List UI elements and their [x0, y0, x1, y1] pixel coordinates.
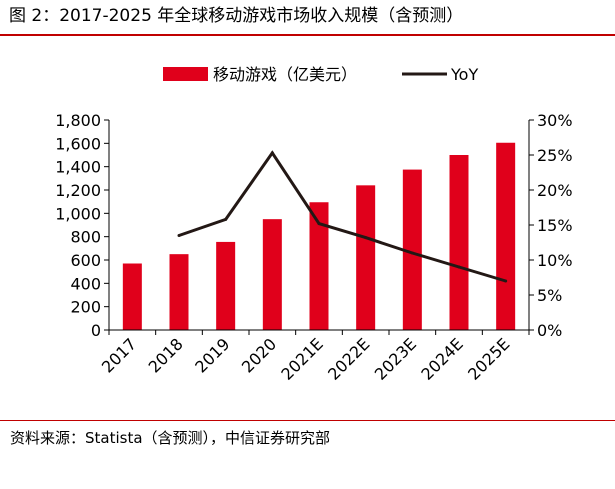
yoy-point [457, 265, 461, 269]
yoy-point [317, 222, 321, 226]
x-tick-label: 2017 [98, 334, 140, 376]
x-tick-label: 2022E [324, 334, 373, 383]
y-tick-label-left: 800 [70, 228, 101, 247]
x-tick-label: 2020 [238, 334, 280, 376]
y-tick-label-left: 1,800 [55, 111, 101, 130]
y-tick-label-right: 20% [537, 181, 573, 200]
bar [402, 169, 422, 330]
legend-bar-label: 移动游戏（亿美元） [213, 65, 357, 84]
y-tick-label-left: 400 [70, 274, 101, 293]
bar [169, 254, 189, 330]
bar [262, 219, 282, 330]
y-tick-label-left: 1,200 [55, 181, 101, 200]
figure-title: 图 2：2017-2025 年全球移动游戏市场收入规模（含预测） [9, 6, 464, 26]
bar [309, 202, 329, 330]
y-tick-label-left: 1,600 [55, 134, 101, 153]
y-tick-label-left: 200 [70, 298, 101, 317]
y-tick-label-right: 5% [537, 286, 562, 305]
yoy-point [504, 279, 508, 283]
combo-chart: 移动游戏（亿美元） YoY 0 200 400 600 800 1,000 1,200 1,4… [55, 65, 572, 384]
x-tick-label: 2019 [191, 334, 233, 376]
y-tick-label-left: 0 [91, 321, 101, 340]
y-tick-label-left: 1,400 [55, 158, 101, 177]
legend: 移动游戏（亿美元） YoY [163, 65, 478, 84]
x-tick-label: 2024E [417, 334, 466, 383]
y-tick-label-left: 600 [70, 251, 101, 270]
title-rule [0, 34, 615, 36]
y-tick-label-right: 10% [537, 251, 573, 270]
yoy-point [410, 251, 414, 255]
y-tick-label-left: 1,000 [55, 204, 101, 223]
bar [122, 263, 142, 330]
bar [356, 185, 376, 330]
bar [496, 142, 516, 330]
x-tick-label: 2023E [371, 334, 420, 383]
source-rule [0, 420, 615, 421]
yoy-point [364, 236, 368, 240]
legend-line-label: YoY [450, 65, 478, 84]
legend-bar-swatch [163, 67, 208, 81]
yoy-point [177, 234, 181, 237]
plot-area: 0 200 400 600 800 1,000 1,200 1,400 1,600 1,800 0%… [55, 111, 572, 384]
y-tick-label-right: 30% [537, 111, 573, 130]
yoy-point [224, 217, 228, 221]
yoy-point [270, 151, 274, 155]
y-tick-label-right: 15% [537, 216, 573, 235]
x-tick-label: 2025E [464, 334, 513, 383]
y-tick-label-right: 0% [537, 321, 562, 340]
x-tick-label: 2021E [277, 334, 326, 383]
bar [449, 155, 469, 330]
bar [216, 241, 236, 330]
yoy-line [178, 150, 507, 283]
x-tick-label: 2018 [145, 334, 187, 376]
source-note: 资料来源：Statista（含预测），中信证券研究部 [10, 429, 331, 447]
y-tick-label-right: 25% [537, 146, 573, 165]
